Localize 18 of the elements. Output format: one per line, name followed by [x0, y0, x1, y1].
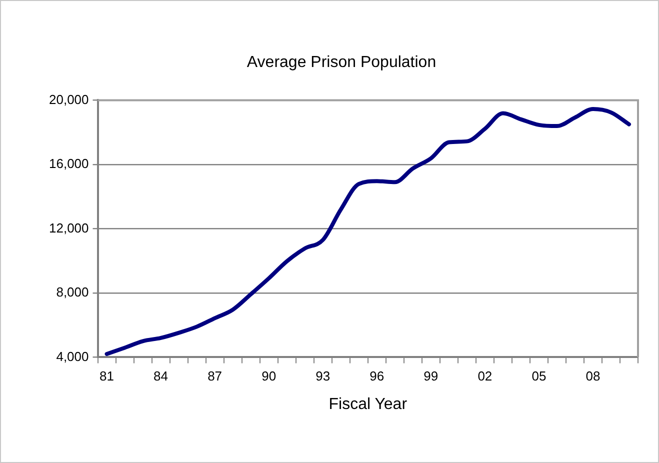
y-tick-label: 20,000: [48, 92, 89, 107]
y-tick-label: 8,000: [56, 284, 89, 300]
y-tick-label: 16,000: [48, 156, 89, 172]
x-axis-title: Fiscal Year: [328, 396, 408, 413]
y-tick-label: 12,000: [48, 220, 89, 236]
x-tick-label: 81: [100, 368, 114, 384]
x-tick-label: 08: [586, 368, 600, 384]
chart-title: Average Prison Population: [246, 54, 436, 72]
x-tick-label: 02: [478, 368, 492, 384]
x-tick-label: 87: [208, 368, 222, 384]
x-tick-label: 93: [316, 368, 330, 384]
y-tick-label: 4,000: [56, 348, 89, 364]
x-tick-label: 99: [424, 368, 438, 384]
x-tick-label: 05: [532, 368, 546, 384]
x-tick-label: 96: [370, 368, 384, 384]
x-tick-label: 90: [262, 368, 276, 384]
line-series: [104, 107, 631, 356]
x-tick-label: 84: [154, 368, 168, 384]
